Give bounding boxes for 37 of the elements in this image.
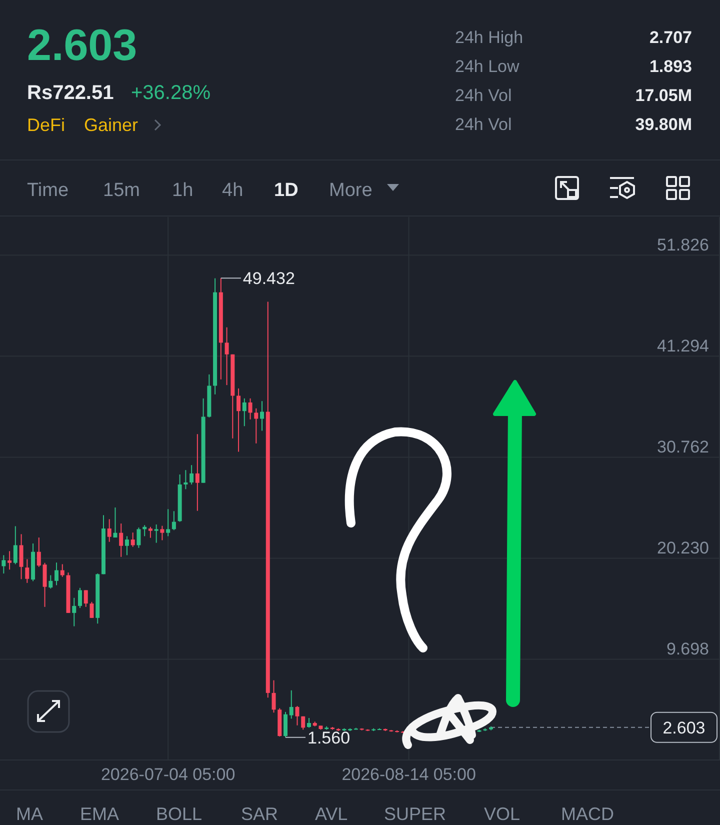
text: Gainer	[84, 115, 138, 135]
text: More	[329, 180, 372, 201]
text: 1.893	[649, 57, 692, 76]
text: 39.80M	[635, 115, 692, 134]
y-tick-label: 51.826	[657, 236, 709, 255]
text: 24h High	[455, 28, 524, 47]
annotation: 49.432	[242, 269, 295, 288]
text: EMA	[80, 804, 120, 824]
x-tick-label: 2026-08-14 05:00	[342, 765, 476, 784]
text: 2.707	[649, 28, 692, 47]
text: 24h Low	[455, 57, 520, 76]
annotation: 1.560	[308, 728, 350, 748]
y-tick-label: 9.698	[666, 640, 709, 659]
y-tick-label: 30.762	[657, 438, 709, 457]
y-tick-label: 20.230	[657, 538, 709, 558]
text: DeFi	[27, 115, 66, 135]
text: Time	[27, 180, 69, 201]
text: SAR	[241, 804, 278, 824]
text: MACD	[561, 804, 614, 824]
text: 17.05M	[635, 86, 692, 105]
text: SUPER	[384, 804, 446, 824]
chart-title: 2.603	[27, 21, 138, 70]
text: 1h	[172, 180, 194, 201]
text: Rs722.51	[27, 82, 114, 104]
text: 15m	[103, 180, 140, 201]
text: MA	[16, 804, 43, 824]
text: 24h Vol	[455, 115, 512, 134]
text: 4h	[222, 180, 244, 201]
y-tick-label: 41.294	[657, 336, 709, 356]
text: 1D	[274, 180, 298, 201]
text: AVL	[315, 804, 348, 824]
ref-line-label: 2.603	[662, 718, 706, 738]
x-tick-label: 2026-07-04 05:00	[100, 765, 236, 784]
text: VOL	[484, 804, 520, 824]
text: +36.28%	[131, 82, 211, 104]
text: BOLL	[156, 804, 202, 824]
text: 24h Vol	[455, 86, 512, 105]
